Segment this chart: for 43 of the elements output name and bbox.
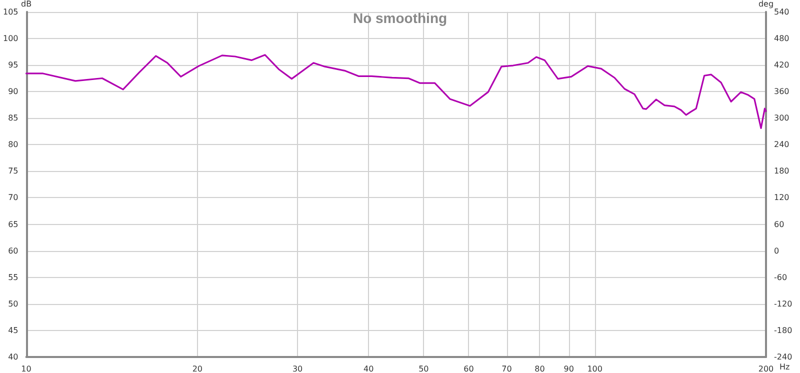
y2-tick-label: 480	[774, 34, 790, 43]
chart-title: No smoothing	[352, 10, 448, 26]
y2-tick-label: 240	[774, 140, 790, 150]
x-tick-label: 60	[464, 364, 474, 373]
y-tick-label: 75	[8, 166, 18, 176]
y-tick-label: 100	[2, 34, 18, 43]
y-tick-label: 90	[8, 87, 18, 96]
y2-tick-label: -120	[774, 299, 792, 308]
y-tick-label: 55	[8, 272, 18, 282]
y2-tick-label: 120	[774, 193, 790, 202]
y2-tick-label: 360	[774, 87, 790, 96]
y-tick-label: 85	[8, 114, 18, 123]
y2-tick-label: 420	[774, 60, 790, 70]
y-tick-label: 40	[8, 352, 18, 362]
y2-tick-label: -60	[774, 272, 788, 282]
y2-tick-label: 180	[774, 166, 790, 176]
x-tick-label: 80	[534, 364, 545, 373]
y-tick-label: 50	[8, 299, 18, 308]
y2-tick-label: 60	[774, 220, 784, 229]
x-tick-label: 100	[587, 364, 602, 373]
x-axis-title: Hz	[780, 362, 790, 372]
y-tick-label: 70	[8, 193, 18, 202]
x-tick-label: 30	[292, 364, 303, 373]
y2-tick-label: -180	[774, 326, 792, 335]
y2-axis-title: deg	[758, 0, 774, 8]
y2-tick-label: 0	[774, 246, 780, 256]
y-tick-label: 80	[8, 140, 18, 150]
x-tick-label: 20	[192, 364, 203, 373]
y2-tick-label: 540	[774, 7, 790, 16]
y-tick-label: 105	[2, 7, 18, 16]
x-tick-label: 70	[502, 364, 512, 373]
x-tick-label: 10	[21, 364, 32, 373]
x-tick-label: 50	[418, 364, 429, 373]
y2-tick-label: -240	[774, 352, 792, 362]
y-tick-label: 45	[8, 326, 18, 335]
y-tick-label: 65	[8, 220, 18, 229]
x-tick-label: 90	[564, 364, 574, 373]
x-tick-label: 40	[363, 364, 374, 373]
y-axis-title: dB	[20, 0, 32, 8]
y2-tick-label: 300	[774, 114, 790, 123]
y-tick-label: 95	[8, 60, 18, 70]
x-tick-label: 200	[758, 364, 774, 373]
y-tick-label: 60	[8, 246, 18, 256]
